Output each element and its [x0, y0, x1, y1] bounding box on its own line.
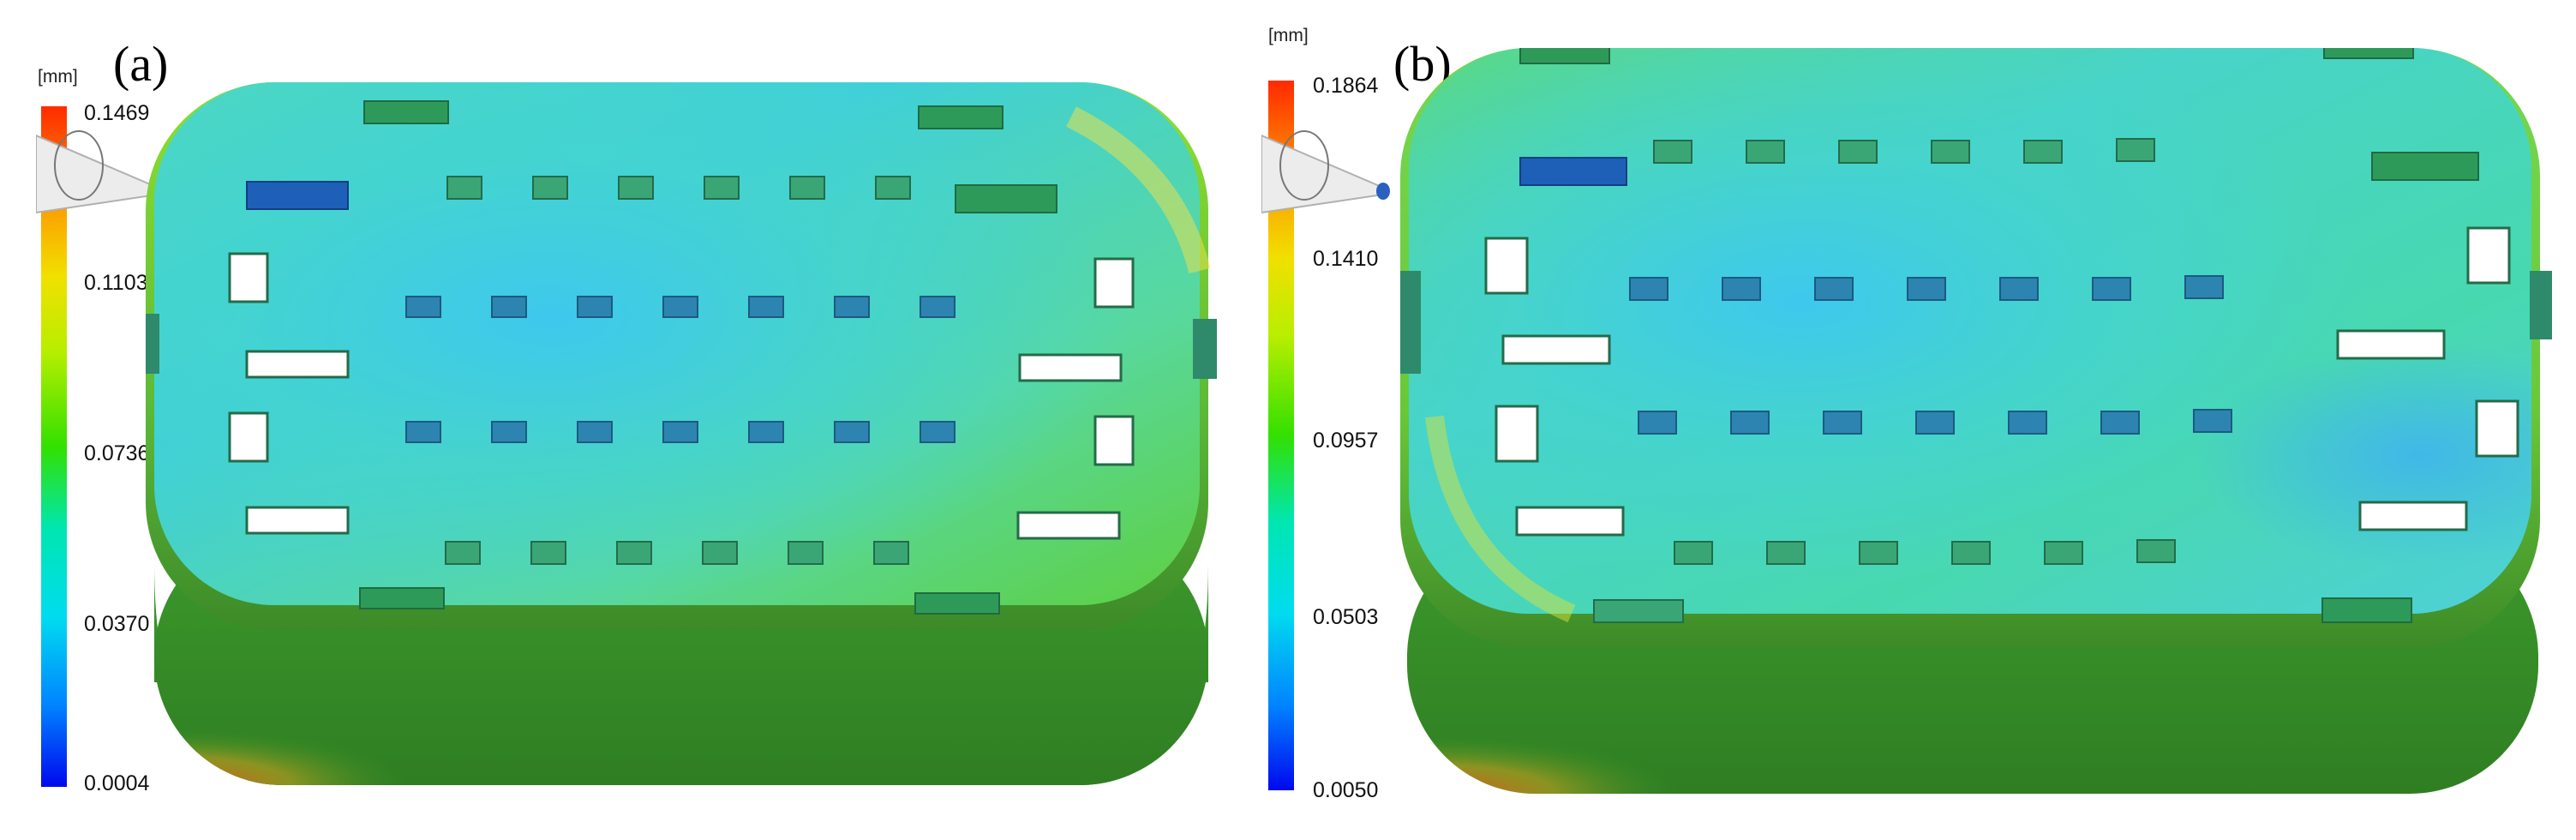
scale-tick-2-a: 0.1103 — [84, 271, 148, 295]
panel-label-a: (a) — [113, 36, 169, 92]
scale-tick-min-a: 0.0004 — [84, 771, 150, 795]
scale-tick-4-a: 0.0370 — [84, 612, 150, 636]
unit-label-b: [mm] — [1268, 26, 1309, 45]
scale-tick-3-b: 0.0957 — [1313, 429, 1379, 453]
scale-tick-min-b: 0.0050 — [1313, 778, 1379, 802]
color-scale-bar-a — [41, 106, 67, 787]
scale-tick-2-b: 0.1410 — [1313, 247, 1379, 271]
scale-tick-3-a: 0.0736 — [84, 441, 150, 465]
part-model-b — [1400, 48, 2552, 794]
panel-label-b: (b) — [1393, 36, 1452, 92]
injection-gate-icon-b — [1261, 130, 1390, 214]
panel-a: (a) [mm] 0.1469 0.1103 0.0736 0.0370 0.0… — [0, 0, 1285, 840]
part-model-a — [146, 82, 1217, 785]
scale-tick-max-b: 0.1864 — [1313, 74, 1379, 98]
unit-label-a: [mm] — [38, 67, 78, 87]
scale-tick-max-a: 0.1469 — [84, 101, 150, 125]
panel-b: (b) [mm] 0.1864 0.1410 0.0957 0.0503 0.0… — [1261, 0, 2576, 840]
scale-tick-4-b: 0.0503 — [1313, 605, 1379, 629]
